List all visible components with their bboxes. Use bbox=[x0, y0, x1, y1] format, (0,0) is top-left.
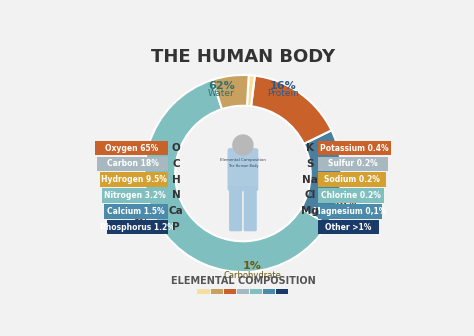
FancyBboxPatch shape bbox=[100, 172, 168, 187]
FancyBboxPatch shape bbox=[210, 289, 223, 294]
FancyBboxPatch shape bbox=[229, 186, 242, 231]
Text: C: C bbox=[172, 159, 180, 169]
Text: P: P bbox=[172, 222, 180, 232]
Text: Minerals: Minerals bbox=[124, 211, 157, 220]
Text: Fat: Fat bbox=[339, 191, 352, 200]
FancyBboxPatch shape bbox=[237, 289, 249, 294]
Text: Oxygen 65%: Oxygen 65% bbox=[105, 143, 158, 153]
FancyBboxPatch shape bbox=[97, 157, 168, 171]
Text: THE HUMAN BODY: THE HUMAN BODY bbox=[151, 48, 335, 66]
Text: Potassium 0.4%: Potassium 0.4% bbox=[320, 143, 389, 153]
Text: Sodium 0.2%: Sodium 0.2% bbox=[324, 175, 380, 184]
Wedge shape bbox=[145, 80, 328, 272]
FancyBboxPatch shape bbox=[102, 188, 168, 203]
FancyBboxPatch shape bbox=[318, 220, 379, 235]
Text: N: N bbox=[172, 191, 180, 201]
FancyBboxPatch shape bbox=[198, 289, 210, 294]
Wedge shape bbox=[251, 76, 331, 144]
FancyBboxPatch shape bbox=[318, 157, 389, 171]
Wedge shape bbox=[247, 75, 255, 106]
Text: Carbohydrate: Carbohydrate bbox=[223, 271, 281, 280]
Text: K: K bbox=[306, 143, 314, 153]
Text: Phosphorus 1.2%: Phosphorus 1.2% bbox=[100, 222, 175, 232]
Text: S: S bbox=[306, 159, 314, 169]
Text: 62%: 62% bbox=[208, 81, 235, 91]
Text: Other >1%: Other >1% bbox=[325, 222, 372, 232]
Text: Magnesium 0,1%: Magnesium 0,1% bbox=[313, 207, 386, 216]
Text: 6%: 6% bbox=[132, 219, 149, 228]
FancyBboxPatch shape bbox=[104, 204, 168, 219]
Text: Protein: Protein bbox=[267, 89, 299, 98]
Text: The Human Body: The Human Body bbox=[228, 164, 258, 168]
Circle shape bbox=[233, 135, 253, 155]
FancyBboxPatch shape bbox=[263, 289, 275, 294]
Text: Calcium 1.5%: Calcium 1.5% bbox=[108, 207, 165, 216]
FancyBboxPatch shape bbox=[244, 186, 257, 231]
Text: Cl: Cl bbox=[304, 191, 316, 201]
FancyBboxPatch shape bbox=[250, 289, 262, 294]
Text: Elemental Composition: Elemental Composition bbox=[220, 159, 266, 162]
Text: Hydrogen 9.5%: Hydrogen 9.5% bbox=[101, 175, 167, 184]
FancyBboxPatch shape bbox=[224, 289, 236, 294]
FancyBboxPatch shape bbox=[318, 141, 391, 156]
FancyBboxPatch shape bbox=[318, 204, 382, 219]
FancyBboxPatch shape bbox=[228, 148, 258, 191]
Text: 16%: 16% bbox=[334, 198, 357, 208]
FancyBboxPatch shape bbox=[318, 188, 384, 203]
Text: Na: Na bbox=[302, 175, 318, 185]
Text: Chlorine 0.2%: Chlorine 0.2% bbox=[321, 191, 381, 200]
FancyBboxPatch shape bbox=[276, 289, 288, 294]
Text: 16%: 16% bbox=[270, 81, 296, 91]
Text: O: O bbox=[172, 143, 180, 153]
Text: Water: Water bbox=[208, 89, 235, 98]
Text: Ca: Ca bbox=[169, 206, 183, 216]
FancyBboxPatch shape bbox=[107, 220, 168, 235]
Text: 1%: 1% bbox=[243, 261, 262, 271]
Text: Mg: Mg bbox=[301, 206, 319, 216]
FancyBboxPatch shape bbox=[318, 172, 386, 187]
Text: ELEMENTAL COMPOSITION: ELEMENTAL COMPOSITION bbox=[171, 276, 315, 286]
Wedge shape bbox=[212, 75, 249, 109]
Text: Carbon 18%: Carbon 18% bbox=[107, 159, 159, 168]
Text: Nitrogen 3.2%: Nitrogen 3.2% bbox=[104, 191, 166, 200]
Wedge shape bbox=[301, 130, 341, 224]
Text: Sulfur 0.2%: Sulfur 0.2% bbox=[328, 159, 378, 168]
FancyBboxPatch shape bbox=[95, 141, 168, 156]
Text: H: H bbox=[172, 175, 180, 185]
